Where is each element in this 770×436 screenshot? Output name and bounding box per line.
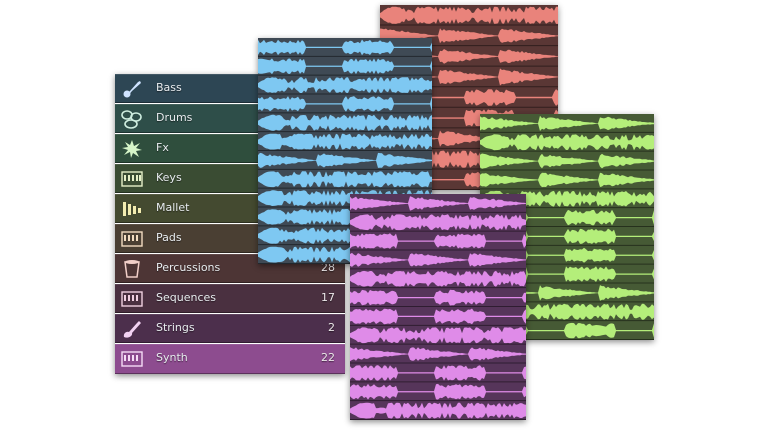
- waveform: [480, 285, 654, 301]
- waveform: [258, 152, 432, 168]
- waveform-track: [350, 196, 526, 213]
- bass-guitar-icon: [123, 81, 141, 98]
- waveform: [350, 233, 526, 249]
- category-label: Keys: [156, 171, 182, 184]
- purple-waveform-svg: [350, 194, 526, 420]
- waveform: [258, 171, 432, 188]
- waveform: [258, 96, 432, 112]
- waveform-track: [258, 96, 432, 114]
- category-label: Mallet: [156, 201, 190, 214]
- category-label: Pads: [156, 231, 182, 244]
- category-count: 17: [321, 291, 335, 304]
- waveform: [480, 153, 654, 169]
- waveform-track: [350, 252, 526, 270]
- waveform: [350, 383, 526, 400]
- waveform: [380, 6, 558, 24]
- waveform-track: [258, 171, 432, 189]
- category-row-strings[interactable]: Strings 2: [115, 314, 345, 343]
- category-label: Bass: [156, 81, 182, 94]
- violin-icon: [123, 321, 141, 338]
- category-label: Synth: [156, 351, 188, 364]
- category-label: Percussions: [156, 261, 221, 274]
- waveform-track: [258, 133, 432, 151]
- xylophone-icon: [123, 202, 141, 216]
- waveform-track: [350, 270, 526, 289]
- waveform-track: [480, 172, 654, 190]
- waveform: [380, 68, 558, 86]
- waveform-track: [350, 289, 526, 307]
- waveform-track: [258, 77, 432, 95]
- category-count: 2: [328, 321, 335, 334]
- waveform: [350, 214, 526, 231]
- waveform: [350, 196, 526, 211]
- waveform: [258, 39, 432, 56]
- waveform: [350, 308, 526, 325]
- waveform: [350, 289, 526, 306]
- category-label: Sequences: [156, 291, 216, 304]
- category-label: Fx: [156, 141, 169, 154]
- drums-icon: [121, 110, 142, 129]
- waveform: [380, 49, 558, 64]
- category-count: 22: [321, 351, 335, 364]
- category-count: 28: [321, 261, 335, 274]
- waveform: [380, 28, 558, 44]
- waveform: [258, 133, 432, 150]
- category-label: Drums: [156, 111, 193, 124]
- waveform-track: [380, 6, 558, 26]
- waveform: [350, 327, 526, 344]
- waveform: [350, 402, 526, 419]
- waveform-track: [350, 214, 526, 232]
- purple-waveform-card: [350, 194, 526, 420]
- keyboard-icon: [121, 291, 143, 307]
- waveform: [480, 172, 654, 188]
- waveform-track: [350, 308, 526, 326]
- waveform: [350, 365, 526, 381]
- waveform-track: [258, 114, 432, 133]
- hand-drum-icon: [124, 260, 140, 278]
- waveform: [350, 270, 526, 287]
- waveform-track: [480, 134, 654, 152]
- waveform-track: [350, 233, 526, 251]
- card-background: [350, 194, 526, 420]
- keyboard-icon: [121, 351, 143, 367]
- waveform: [258, 114, 432, 131]
- waveform-track: [258, 152, 432, 170]
- waveform: [258, 77, 432, 93]
- waveform: [350, 347, 526, 362]
- waveform-track: [258, 39, 432, 57]
- waveform: [350, 252, 526, 267]
- category-row-synth[interactable]: Synth 22: [115, 344, 345, 374]
- waveform-track: [350, 327, 526, 345]
- waveform-track: [258, 58, 432, 76]
- category-row-sequences[interactable]: Sequences 17: [115, 284, 345, 313]
- category-label: Strings: [156, 321, 195, 334]
- fx-burst-icon: [122, 140, 142, 158]
- waveform-track: [350, 402, 526, 420]
- waveform: [480, 115, 654, 131]
- keyboard-icon: [121, 231, 143, 247]
- waveform: [258, 58, 432, 75]
- waveform: [480, 134, 654, 151]
- keyboard-icon: [121, 171, 143, 187]
- waveform-track: [480, 115, 654, 133]
- waveform-track: [350, 365, 526, 383]
- waveform-track: [480, 153, 654, 171]
- waveform-track: [350, 383, 526, 402]
- waveform-track: [350, 347, 526, 364]
